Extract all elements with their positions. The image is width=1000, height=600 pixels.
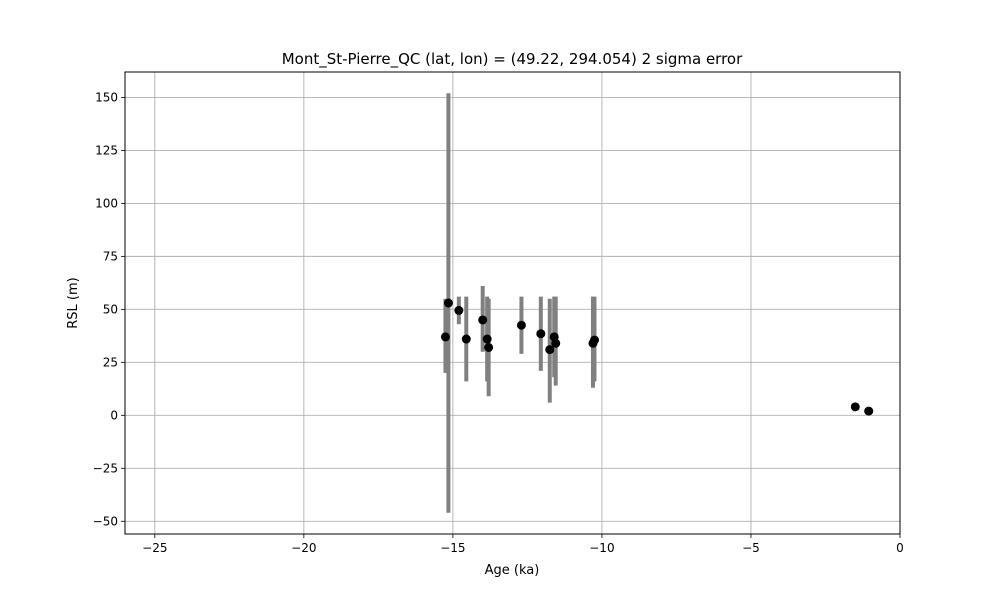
data-points — [440, 298, 874, 416]
data-point — [536, 329, 546, 339]
x-tick-label: −5 — [742, 541, 760, 555]
x-axis-label: Age (ka) — [485, 563, 540, 578]
x-tick-label: −10 — [589, 541, 614, 555]
y-axis-label: RSL (m) — [66, 277, 81, 328]
plot-frame — [124, 71, 901, 535]
y-tick-label: −25 — [93, 461, 118, 475]
data-point — [545, 345, 555, 355]
data-point — [440, 332, 450, 342]
y-tick-label: 25 — [103, 355, 118, 369]
data-point — [454, 305, 464, 315]
data-point — [482, 334, 492, 344]
data-point — [461, 334, 471, 344]
data-point — [850, 402, 860, 412]
data-point — [589, 335, 599, 345]
data-point — [478, 315, 488, 325]
grid — [125, 72, 901, 534]
y-tick-label: 0 — [110, 408, 118, 422]
y-tick-label: 100 — [95, 196, 118, 210]
x-tick-label: 0 — [896, 541, 904, 555]
error-bars — [443, 93, 871, 513]
data-point — [443, 298, 453, 308]
y-tick-label: 125 — [95, 143, 118, 157]
chart-title: Mont_St-Pierre_QC (lat, lon) = (49.22, 2… — [282, 50, 743, 69]
x-tick-label: −15 — [440, 541, 465, 555]
data-point — [864, 406, 874, 416]
data-point — [484, 343, 494, 353]
y-tick-label: 150 — [95, 90, 118, 104]
y-tick-label: −50 — [93, 514, 118, 528]
data-point — [516, 320, 526, 330]
data-point — [551, 338, 561, 348]
x-tick-label: −25 — [142, 541, 167, 555]
y-tick-label: 50 — [103, 302, 118, 316]
y-tick-label: 75 — [103, 249, 118, 263]
x-tick-label: −20 — [291, 541, 316, 555]
